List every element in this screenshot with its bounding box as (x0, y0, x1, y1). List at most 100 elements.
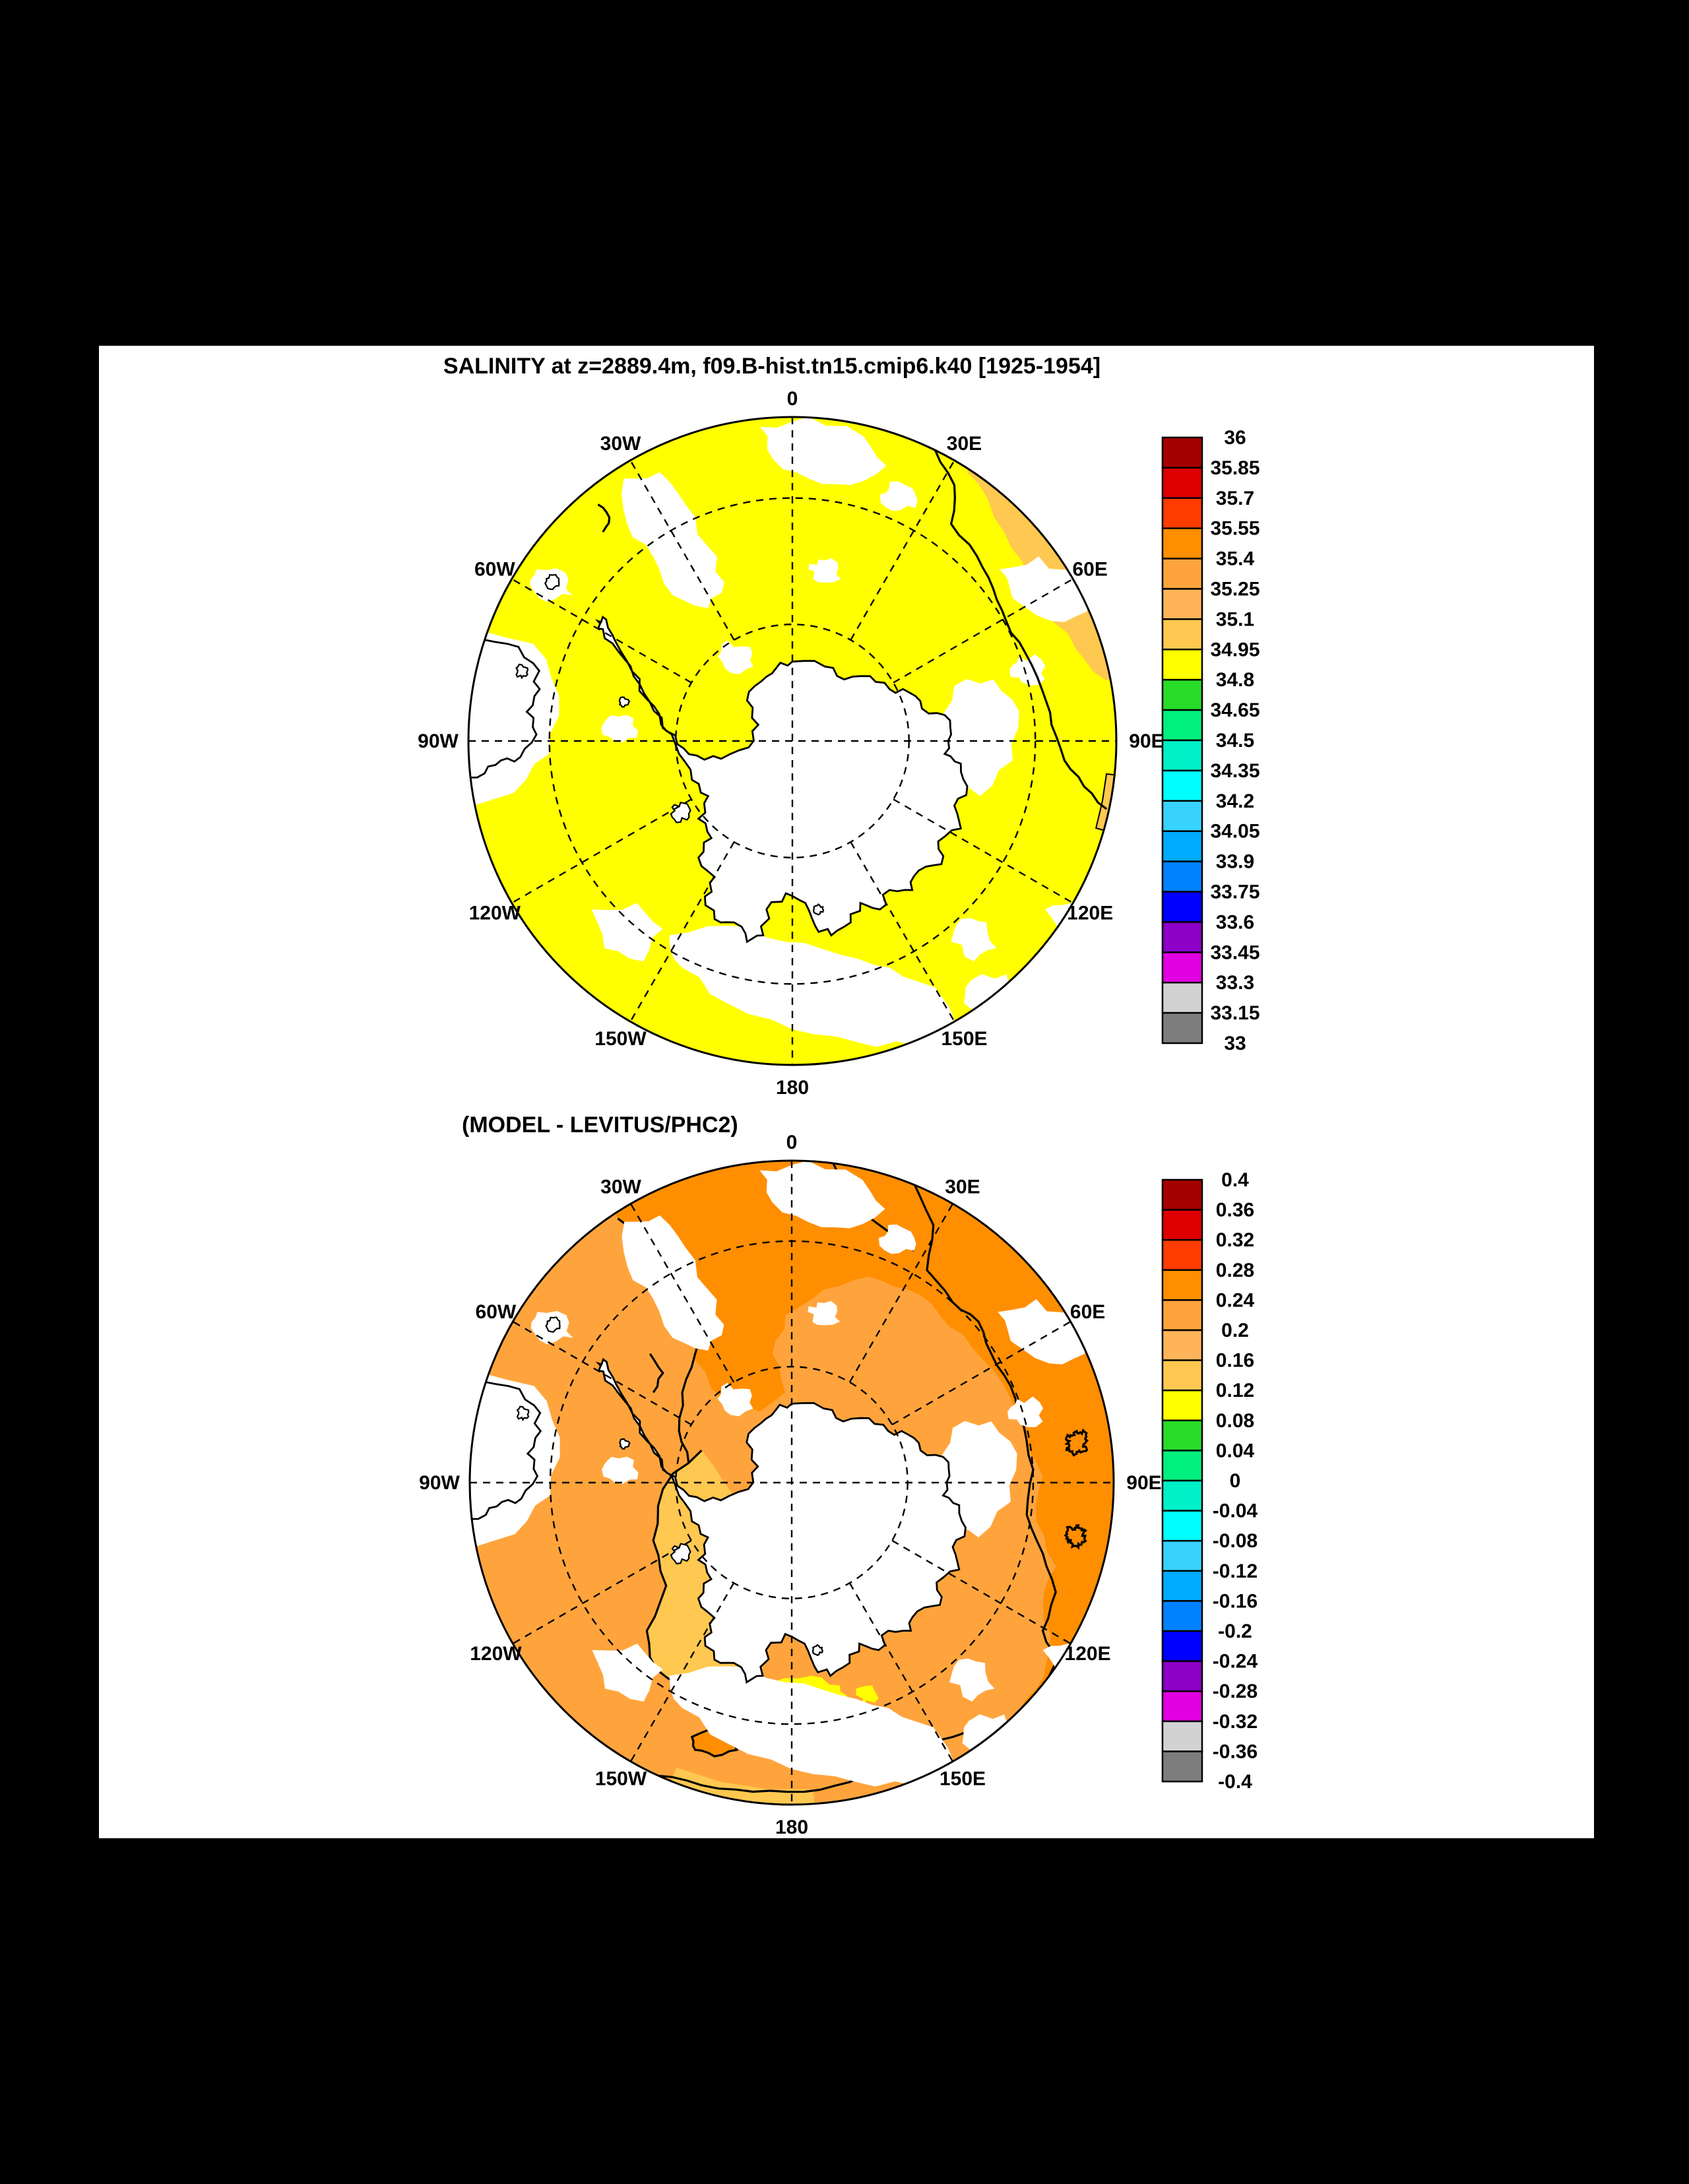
map-top-lon-label-150w: 150W (594, 1028, 647, 1050)
cbar-top-segment-15 (1161, 891, 1203, 923)
map-bottom-lon-label-0: 0 (786, 1132, 798, 1153)
map-bottom-map-boundary (468, 1159, 1115, 1806)
cbar-bottom-segment-1 (1161, 1209, 1203, 1241)
map-bottom-nodata-patch (1007, 1396, 1043, 1427)
cbar-top-segment-18 (1161, 981, 1203, 1014)
map-top-island (515, 663, 529, 680)
top-map-contour-line (597, 503, 611, 533)
bottom-map-contour-blob (1064, 1428, 1089, 1457)
map-bottom-island (545, 1316, 561, 1333)
map-top-lon-label-180: 180 (776, 1077, 809, 1099)
map-bottom-lon-label-60e: 60E (1070, 1301, 1105, 1323)
map-bottom-nodata-patch (592, 1644, 663, 1702)
map-top-lon-label-90e: 90E (1129, 730, 1164, 752)
cbar-bottom-segment-6 (1161, 1359, 1203, 1392)
map-top-lon-label-120e: 120E (1067, 903, 1113, 924)
map-top-island (618, 696, 631, 708)
cbar-top-segment-0 (1161, 436, 1203, 469)
cbar-bottom-segment-16 (1161, 1660, 1203, 1692)
map-top-island (670, 802, 691, 823)
map-top-nodata-patch (951, 918, 997, 961)
cbar-bottom-tick-label-2: 0.32 (1216, 1229, 1254, 1251)
map-top-nodata-patch (591, 903, 663, 961)
cbar-bottom-tick-label-14: -0.16 (1213, 1590, 1258, 1612)
cbar-top-tick-label-17: 33.45 (1210, 942, 1259, 963)
map-bottom-lon-label-60w: 60W (476, 1301, 517, 1323)
cbar-top-tick-label-16: 33.6 (1216, 911, 1254, 933)
cbar-top-segment-12 (1161, 800, 1203, 832)
top-map: 0 30E 60E 90E 120E 150E 180 150W 120W 90W 60W 30W (418, 388, 1164, 1099)
map-bottom-graticule (470, 1161, 1114, 1805)
cbar-bottom-tick-label-3: 0.28 (1216, 1260, 1254, 1281)
map-top-nodata-patch (879, 481, 918, 511)
cbar-top-segment-8 (1161, 678, 1203, 711)
cbar-bottom-tick-label-7: 0.12 (1216, 1380, 1254, 1401)
map-bottom-lon-label-30e: 30E (945, 1176, 980, 1198)
map-top-map-boundary (467, 416, 1118, 1066)
bottom-map: 0 30E 60E 90E 120E 150E 180 150W 120W 90W 60W 30W (419, 1132, 1162, 1838)
cbar-top-segment-2 (1161, 497, 1203, 529)
cbar-top-tick-label-15: 33.75 (1210, 882, 1259, 903)
map-bottom-nodata-patch (717, 1382, 753, 1417)
map-top-lon-label-90w: 90W (418, 730, 459, 752)
map-bottom-nodata-patch (878, 1224, 916, 1254)
cbar-top-tick-label-12: 34.2 (1216, 790, 1254, 812)
cbar-top-tick-label-19: 33.15 (1210, 1002, 1259, 1024)
map-bottom-disc (470, 1161, 1114, 1805)
cbar-bottom-segment-13 (1161, 1570, 1203, 1602)
map-bottom-lon-label-180: 180 (775, 1816, 808, 1838)
bottom-map-contour-line (649, 1353, 664, 1394)
map-top-lon-label-60w: 60W (474, 559, 515, 581)
map-bottom-island (670, 1543, 691, 1565)
cbar-top-tick-label-18: 33.3 (1216, 972, 1254, 994)
cbar-top-tick-label-20: 33 (1224, 1033, 1246, 1054)
cbar-bottom-tick-label-16: -0.24 (1213, 1651, 1258, 1673)
map-top-nodata-patch (1000, 556, 1087, 622)
cbar-bottom-segment-12 (1161, 1539, 1203, 1572)
cbar-top-segment-9 (1161, 709, 1203, 742)
cbar-top-segment-16 (1161, 921, 1203, 953)
map-bottom-lon-label-120w: 120W (470, 1643, 522, 1665)
map-top-graticule (468, 417, 1116, 1065)
map-top-nodata-patch (759, 417, 887, 486)
cbar-top-segment-19 (1161, 1012, 1203, 1044)
cbar-bottom-segment-2 (1161, 1238, 1203, 1271)
cbar-top-segment-13 (1161, 830, 1203, 862)
cbar-bottom-segment-18 (1161, 1720, 1203, 1752)
map-top-disc (468, 417, 1116, 1065)
cbar-bottom-segment-17 (1161, 1690, 1203, 1723)
cbar-bottom-tick-label-1: 0.36 (1216, 1200, 1254, 1221)
cbar-bottom-segment-9 (1161, 1450, 1203, 1482)
top-colorbar: 36 35.85 35.7 35.55 35.4 35.25 35.1 34.95 34.8 34… (1161, 427, 1260, 1054)
map-top-lon-label-150e: 150E (941, 1028, 987, 1050)
map-top-nodata-patch (669, 925, 955, 1047)
cbar-bottom-segment-10 (1161, 1479, 1203, 1512)
cbar-top-tick-label-8: 34.8 (1216, 669, 1254, 691)
map-bottom-nodata-patch (602, 1456, 639, 1485)
cbar-top-segment-4 (1161, 558, 1203, 590)
cbar-top-tick-label-9: 34.65 (1210, 699, 1259, 721)
cbar-top-segment-6 (1161, 618, 1203, 651)
map-bottom-nodata-patch (669, 1666, 953, 1787)
bottom-map-dark-orange-region (606, 1161, 1114, 1769)
cbar-bottom-tick-label-10: 0 (1230, 1470, 1241, 1492)
map-bottom-lon-label-90w: 90W (419, 1472, 460, 1494)
cbar-bottom-tick-label-9: 0.04 (1216, 1440, 1255, 1461)
cbar-bottom-tick-label-17: -0.28 (1213, 1681, 1258, 1702)
cbar-top-segment-14 (1161, 860, 1203, 893)
cbar-bottom-segment-11 (1161, 1510, 1203, 1542)
cbar-bottom-tick-label-11: -0.04 (1213, 1500, 1258, 1522)
map-top-island (544, 573, 560, 591)
cbar-bottom-tick-label-6: 0.16 (1216, 1350, 1254, 1372)
cbar-bottom-tick-label-19: -0.36 (1213, 1741, 1258, 1762)
cbar-top-tick-label-1: 35.85 (1210, 457, 1259, 479)
cbar-top-tick-label-4: 35.4 (1216, 548, 1255, 570)
cbar-top-segment-3 (1161, 527, 1203, 560)
cbar-top-tick-label-11: 34.35 (1210, 760, 1259, 782)
map-bottom-island (619, 1438, 631, 1450)
cbar-bottom-segment-14 (1161, 1600, 1203, 1632)
cbar-bottom-segment-0 (1161, 1178, 1203, 1211)
bottom-map-contour-blob (1064, 1524, 1088, 1550)
